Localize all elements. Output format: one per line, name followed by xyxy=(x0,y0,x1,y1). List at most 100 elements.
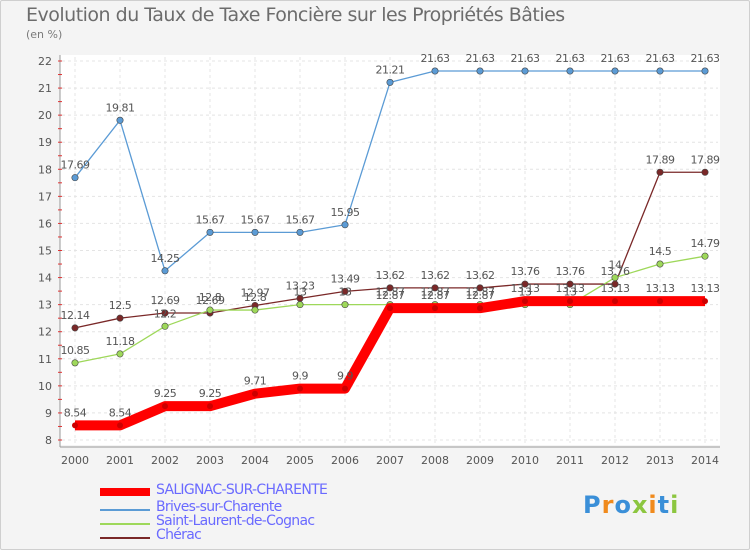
data-label: 13.62 xyxy=(376,269,405,282)
data-label: 12.97 xyxy=(241,286,270,299)
data-label: 9.71 xyxy=(244,375,267,388)
data-label: 12.2 xyxy=(154,307,177,320)
x-tick-label: 2002 xyxy=(151,454,179,467)
data-point xyxy=(702,298,708,305)
data-label: 13.13 xyxy=(556,282,585,295)
legend-swatch-brives xyxy=(100,509,150,511)
data-label: 15.67 xyxy=(286,213,315,226)
data-label: 13 xyxy=(564,286,577,299)
data-point xyxy=(296,228,304,236)
x-tick-label: 2007 xyxy=(376,454,404,467)
data-label: 21.63 xyxy=(646,52,675,65)
data-point xyxy=(566,280,574,288)
chart-title: Evolution du Taux de Taxe Foncière sur l… xyxy=(26,4,565,26)
data-label: 13.13 xyxy=(511,282,540,295)
data-label: 13.76 xyxy=(511,265,540,278)
data-point xyxy=(657,298,663,305)
chart-subtitle: (en %) xyxy=(26,28,63,41)
data-point xyxy=(342,385,348,392)
data-label: 13.62 xyxy=(421,269,450,282)
legend-label-saint-laurent: Saint-Laurent-de-Cognac xyxy=(156,513,315,529)
x-tick-label: 2004 xyxy=(241,454,269,467)
x-tick-label: 2001 xyxy=(106,454,134,467)
data-point xyxy=(612,298,618,305)
data-point xyxy=(206,306,214,314)
data-label: 13.62 xyxy=(466,269,495,282)
data-point xyxy=(161,267,169,275)
proxiti-logo: Proxiti xyxy=(583,491,680,519)
data-label: 12.8 xyxy=(244,291,267,304)
data-label: 8.54 xyxy=(64,406,87,419)
data-label: 12.87 xyxy=(421,289,450,302)
y-tick-label: 15 xyxy=(38,245,52,258)
data-label: 21.63 xyxy=(556,52,585,65)
data-point xyxy=(341,221,349,229)
data-label: 17.89 xyxy=(691,153,720,166)
data-label: 12.14 xyxy=(61,309,90,322)
y-tick-label: 17 xyxy=(38,190,52,203)
data-point xyxy=(161,309,169,317)
data-label: 13 xyxy=(339,286,352,299)
y-tick-label: 14 xyxy=(38,272,52,285)
data-label: 14.5 xyxy=(649,245,672,258)
data-point xyxy=(71,359,79,367)
data-point xyxy=(476,67,484,75)
legend-label-cherac: Chérac xyxy=(156,527,202,543)
data-point xyxy=(161,322,169,330)
data-point xyxy=(566,67,574,75)
data-point xyxy=(206,228,214,236)
data-point xyxy=(341,301,349,309)
data-point xyxy=(72,422,78,429)
data-label: 9.9 xyxy=(337,370,353,383)
data-label: 21.63 xyxy=(691,52,720,65)
y-tick-label: 12 xyxy=(38,326,52,339)
data-point xyxy=(476,284,484,292)
x-tick-label: 2011 xyxy=(556,454,584,467)
y-tick-label: 16 xyxy=(38,217,52,230)
x-tick-label: 2006 xyxy=(331,454,359,467)
data-point xyxy=(611,67,619,75)
data-label: 14.79 xyxy=(691,237,720,250)
data-point xyxy=(611,274,619,282)
data-point xyxy=(116,350,124,358)
data-label: 15.67 xyxy=(196,213,225,226)
data-point xyxy=(477,305,483,312)
data-label: 12.8 xyxy=(199,291,222,304)
data-point xyxy=(297,385,303,392)
data-point xyxy=(116,116,124,124)
legend-label-brives: Brives-sur-Charente xyxy=(156,499,282,515)
y-tick-label: 20 xyxy=(38,109,52,122)
data-label: 19.81 xyxy=(106,101,135,114)
y-tick-label: 13 xyxy=(38,299,52,312)
data-label: 12.87 xyxy=(466,286,495,299)
data-label: 9.9 xyxy=(292,370,308,383)
data-label: 13.13 xyxy=(691,282,720,295)
legend-swatch-saint-laurent xyxy=(100,523,150,525)
data-point xyxy=(701,67,709,75)
data-label: 14 xyxy=(609,259,622,272)
x-tick-label: 2013 xyxy=(646,454,674,467)
data-point xyxy=(521,67,529,75)
data-label: 9.25 xyxy=(199,387,222,400)
data-label: 13.23 xyxy=(286,279,315,292)
data-label: 21.63 xyxy=(511,52,540,65)
data-label: 11.18 xyxy=(106,335,135,348)
data-point xyxy=(431,67,439,75)
x-tick-label: 2012 xyxy=(601,454,629,467)
data-label: 21.63 xyxy=(421,52,450,65)
line-chart: 8 9 10 11 12 13 14 15 16 17 18 19 20 21 22 2000 2001 2002… xyxy=(38,52,720,467)
y-tick-label: 9 xyxy=(45,407,52,420)
data-label: 21.63 xyxy=(466,52,495,65)
y-tick-label: 18 xyxy=(38,163,52,176)
x-tick-label: 2008 xyxy=(421,454,449,467)
legend-swatch-cherac xyxy=(100,537,150,539)
data-point xyxy=(207,403,213,410)
x-tick-label: 2010 xyxy=(511,454,539,467)
y-tick-label: 22 xyxy=(38,55,52,68)
data-point xyxy=(251,228,259,236)
y-tick-label: 21 xyxy=(38,82,52,95)
data-point xyxy=(116,314,124,322)
data-point xyxy=(522,298,528,305)
data-point xyxy=(567,298,573,305)
data-label: 12.87 xyxy=(376,289,405,302)
